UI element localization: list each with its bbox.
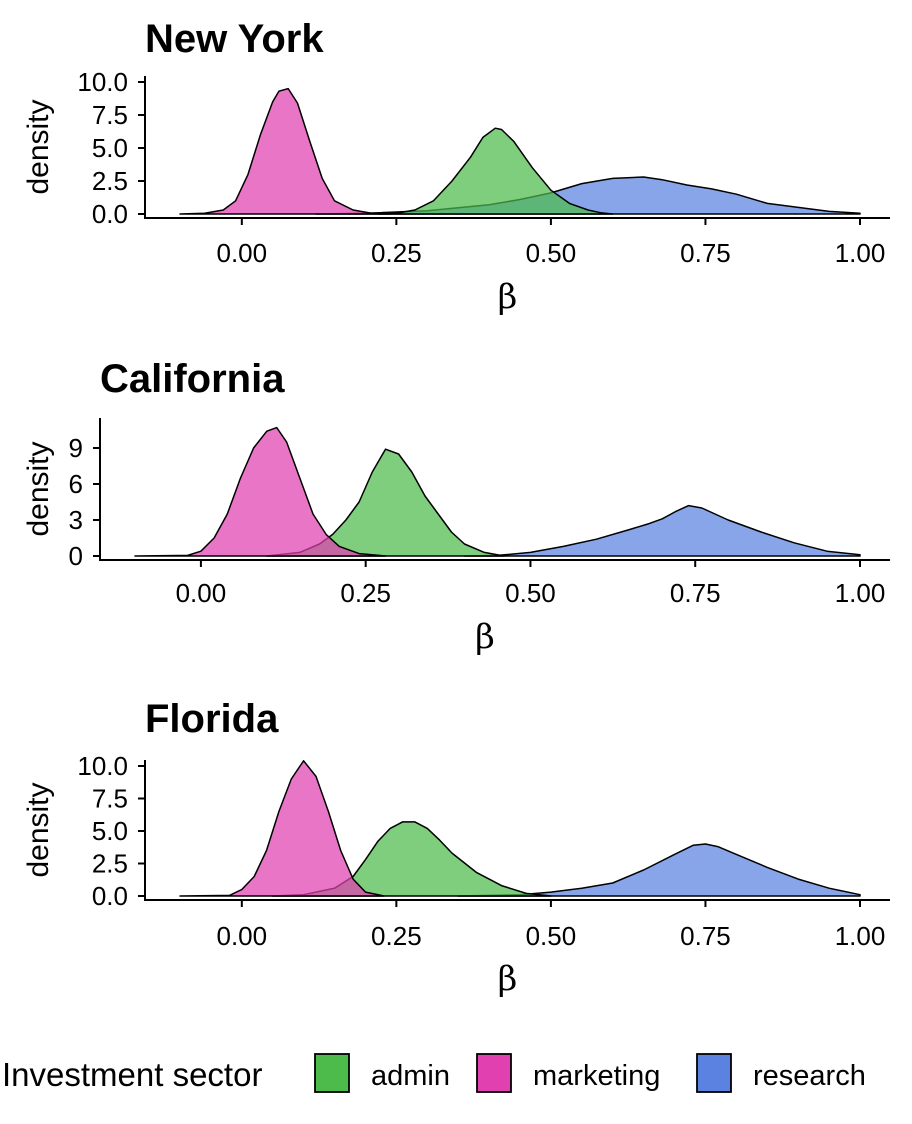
legend-label-research: research xyxy=(753,1060,866,1092)
y-tick-label: 0.0 xyxy=(92,199,128,229)
legend: Investment sector admin marketing research xyxy=(2,1053,866,1093)
chart-panel-new-york: New York 0.00 0.25 0.50 0.75 1.00 0.02.55.07.5… xyxy=(22,17,890,317)
legend-title: Investment sector xyxy=(2,1056,262,1093)
x-tick-label: 0.00 xyxy=(217,238,268,268)
density-area-research xyxy=(457,843,861,897)
x-tick-label: 0.00 xyxy=(176,578,227,608)
y-axis-label: density xyxy=(22,99,55,194)
legend-label-admin: admin xyxy=(371,1060,450,1092)
y-tick-label: 0 xyxy=(69,541,83,571)
density-area-marketing xyxy=(134,426,387,557)
y-tick-label: 2.5 xyxy=(92,166,128,196)
chart-title: Florida xyxy=(145,697,279,741)
density-area-research xyxy=(463,504,861,557)
y-tick-label: 5.0 xyxy=(92,816,128,846)
legend-key-admin xyxy=(314,1053,350,1093)
y-axis-label: density xyxy=(22,441,55,536)
chart-title: California xyxy=(100,357,285,401)
density-area-marketing xyxy=(179,87,391,215)
x-tick-label: 0.25 xyxy=(371,921,422,951)
x-tick-label: 0.50 xyxy=(526,238,577,268)
y-tick-label: 10.0 xyxy=(77,67,128,97)
x-axis-label: β xyxy=(475,617,495,657)
y-tick-label: 10.0 xyxy=(77,751,128,781)
x-axis-label: β xyxy=(498,959,518,999)
y-tick-label: 7.5 xyxy=(92,100,128,130)
chart-panel-california: California 0.00 0.25 0.50 0.75 1.00 0 3 6 9 β densi… xyxy=(22,357,890,657)
x-tick-label: 0.00 xyxy=(217,921,268,951)
x-tick-label: 0.50 xyxy=(505,578,556,608)
y-tick-label: 0.0 xyxy=(92,881,128,911)
x-tick-label: 1.00 xyxy=(835,578,886,608)
x-tick-label: 0.50 xyxy=(526,921,577,951)
density-area-marketing xyxy=(179,760,385,897)
y-tick-label: 3 xyxy=(69,505,83,535)
y-tick-label: 9 xyxy=(69,433,83,463)
x-tick-label: 0.75 xyxy=(680,921,731,951)
y-tick-label: 5.0 xyxy=(92,133,128,163)
y-axis-label: density xyxy=(22,782,55,877)
x-tick-label: 1.00 xyxy=(835,921,886,951)
x-tick-label: 0.75 xyxy=(670,578,721,608)
x-tick-label: 0.75 xyxy=(680,238,731,268)
y-tick-label: 7.5 xyxy=(92,784,128,814)
y-tick-label: 2.5 xyxy=(92,849,128,879)
legend-key-marketing xyxy=(476,1053,512,1093)
x-axis-label: β xyxy=(498,277,518,317)
legend-label-marketing: marketing xyxy=(533,1060,660,1092)
density-area-admin xyxy=(377,127,614,215)
x-tick-label: 1.00 xyxy=(835,238,886,268)
x-tick-label: 0.25 xyxy=(371,238,422,268)
chart-panel-florida: Florida 0.00 0.25 0.50 0.75 1.00 0.02.55.07.51… xyxy=(22,697,890,999)
chart-title: New York xyxy=(145,17,324,61)
x-tick-label: 0.25 xyxy=(340,578,391,608)
legend-key-research xyxy=(696,1053,732,1093)
y-tick-label: 6 xyxy=(69,469,83,499)
density-area-research xyxy=(315,176,861,215)
